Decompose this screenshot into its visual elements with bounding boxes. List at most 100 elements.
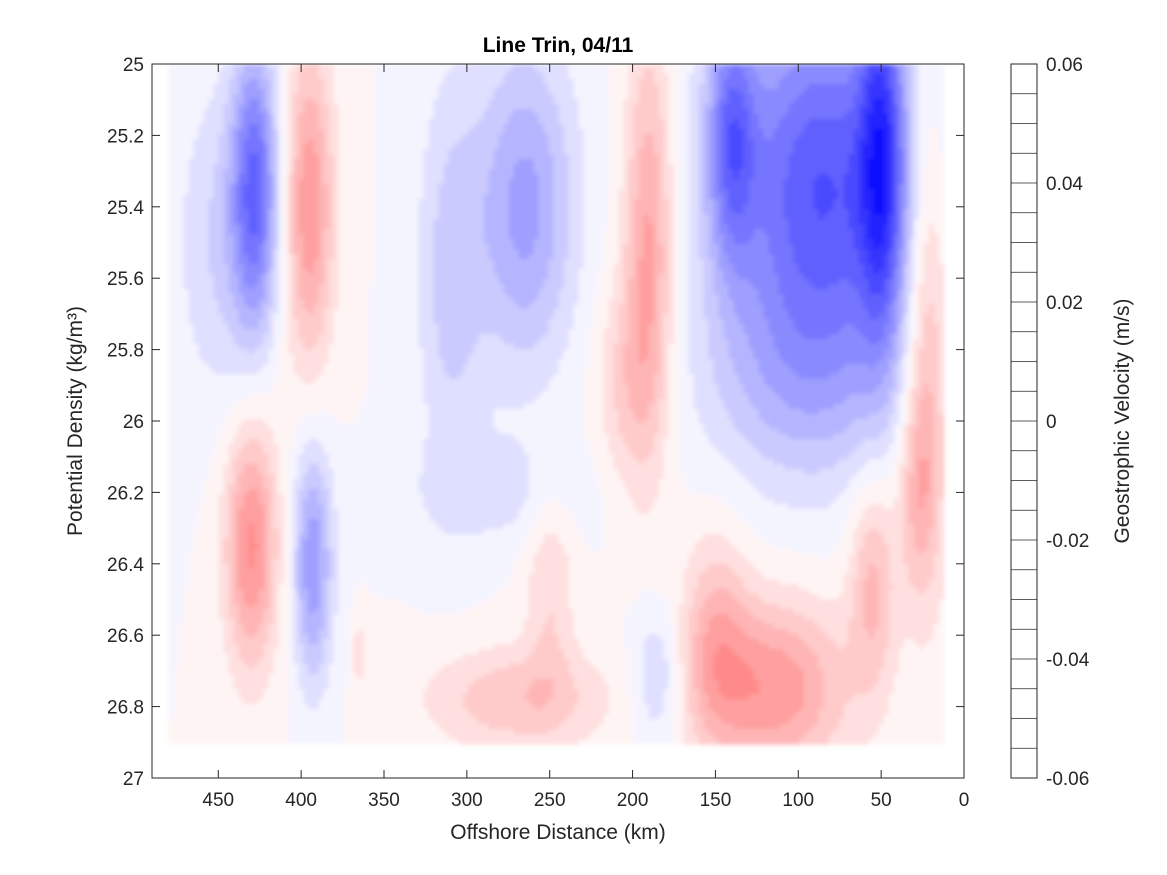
field-cell — [904, 134, 910, 140]
field-cell — [744, 169, 750, 175]
field-cell — [764, 174, 770, 180]
field-cell — [374, 84, 380, 90]
field-cell — [639, 99, 645, 105]
field-cell — [864, 99, 870, 105]
field-cell — [614, 139, 620, 145]
field-cell — [919, 109, 925, 115]
field-cell — [394, 169, 400, 175]
field-cell — [774, 179, 780, 185]
field-cell — [334, 99, 340, 105]
field-cell — [554, 119, 560, 125]
field-cell — [574, 199, 580, 205]
field-cell — [419, 179, 425, 185]
field-cell — [184, 209, 190, 215]
field-cell — [209, 174, 215, 180]
field-cell — [319, 149, 325, 155]
field-cell — [519, 219, 525, 225]
field-cell — [754, 149, 760, 155]
field-cell — [349, 194, 355, 200]
field-cell — [289, 174, 295, 180]
field-cell — [919, 69, 925, 75]
field-cell — [704, 144, 710, 150]
field-cell — [564, 219, 570, 225]
field-cell — [784, 69, 790, 75]
field-cell — [864, 169, 870, 175]
field-cell — [724, 99, 730, 105]
field-cell — [564, 99, 570, 105]
field-cell — [414, 94, 420, 100]
field-cell — [489, 179, 495, 185]
field-cell — [259, 109, 265, 115]
field-cell — [459, 154, 465, 160]
field-cell — [914, 114, 920, 120]
field-cell — [494, 74, 500, 80]
field-cell — [624, 104, 630, 110]
field-cell — [219, 119, 225, 125]
field-cell — [769, 69, 775, 75]
field-cell — [349, 144, 355, 150]
field-cell — [354, 134, 360, 140]
field-cell — [614, 84, 620, 90]
field-cell — [934, 164, 940, 170]
field-cell — [304, 134, 310, 140]
field-cell — [749, 169, 755, 175]
field-cell — [644, 199, 650, 205]
field-cell — [594, 134, 600, 140]
field-cell — [579, 154, 585, 160]
field-cell — [244, 144, 250, 150]
field-cell — [554, 219, 560, 225]
field-cell — [839, 209, 845, 215]
field-cell — [209, 114, 215, 120]
field-cell — [539, 114, 545, 120]
field-cell — [559, 209, 565, 215]
field-cell — [314, 84, 320, 90]
field-cell — [514, 79, 520, 85]
field-cell — [509, 139, 515, 145]
field-cell — [249, 164, 255, 170]
field-cell — [549, 89, 555, 95]
field-cell — [239, 114, 245, 120]
field-cell — [814, 154, 820, 160]
field-cell — [544, 179, 550, 185]
field-cell — [909, 174, 915, 180]
field-cell — [389, 159, 395, 165]
field-cell — [484, 109, 490, 115]
field-cell — [444, 84, 450, 90]
field-cell — [854, 199, 860, 205]
field-cell — [669, 154, 675, 160]
field-cell — [704, 64, 710, 70]
field-cell — [184, 139, 190, 145]
field-cell — [854, 124, 860, 130]
field-cell — [249, 159, 255, 165]
field-cell — [514, 184, 520, 190]
field-cell — [374, 154, 380, 160]
field-cell — [484, 194, 490, 200]
field-cell — [369, 89, 375, 95]
field-cell — [399, 134, 405, 140]
field-cell — [769, 159, 775, 165]
field-cell — [309, 154, 315, 160]
field-cell — [649, 174, 655, 180]
field-cell — [889, 124, 895, 130]
field-cell — [519, 79, 525, 85]
field-cell — [509, 174, 515, 180]
field-cell — [279, 89, 285, 95]
field-cell — [419, 184, 425, 190]
field-cell — [564, 144, 570, 150]
field-cell — [509, 154, 515, 160]
field-cell — [919, 209, 925, 215]
field-cell — [539, 74, 545, 80]
field-cell — [219, 224, 225, 230]
field-cell — [939, 74, 945, 80]
field-cell — [824, 124, 830, 130]
field-cell — [434, 134, 440, 140]
field-cell — [259, 149, 265, 155]
field-cell — [239, 184, 245, 190]
field-cell — [654, 209, 660, 215]
field-cell — [849, 134, 855, 140]
field-cell — [744, 84, 750, 90]
field-cell — [319, 184, 325, 190]
field-cell — [379, 209, 385, 215]
field-cell — [514, 149, 520, 155]
field-cell — [224, 109, 230, 115]
